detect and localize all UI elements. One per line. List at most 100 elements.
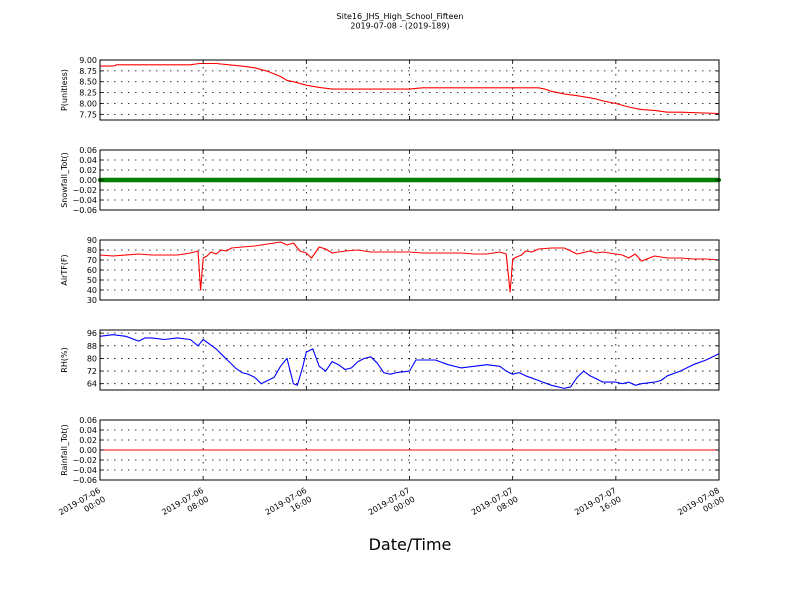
data-point [130,177,135,183]
data-point [584,177,589,183]
data-point [262,177,267,183]
data-point [546,177,551,183]
y-tick-label: 0.04 [79,426,97,435]
data-point [446,177,451,183]
data-point [684,177,689,183]
data-point [278,177,283,183]
data-point [265,177,270,183]
data-point [297,177,302,183]
data-point [355,177,361,183]
data-point [623,177,628,183]
data-point [146,177,151,183]
data-point [568,177,573,183]
data-point [175,177,180,183]
data-point [291,177,296,183]
data-point [362,177,367,183]
data-point [507,177,512,183]
x-axis-label: Date/Time [369,535,452,554]
data-point [674,177,680,183]
data-point [204,177,209,183]
data-point [639,177,644,183]
series-line [100,62,720,115]
y-tick-label: −0.06 [72,206,97,215]
y-tick-label: −0.02 [72,186,97,195]
data-point [178,177,183,183]
data-point [613,177,618,183]
data-point [181,177,186,183]
y-tick-label: 8.75 [79,67,97,76]
data-point [126,177,132,183]
data-point [197,177,203,183]
y-axis-label: Snowfall_Tot() [60,152,69,208]
y-tick-label: −0.04 [72,196,97,205]
y-tick-label: 88 [87,342,97,351]
data-point [413,177,419,183]
data-point [152,177,157,183]
data-point [529,177,535,183]
series-line [99,241,720,293]
data-point [188,177,193,183]
data-point [494,177,499,183]
y-tick-label: 96 [87,329,97,338]
data-point [117,177,122,183]
data-point [223,177,228,183]
y-tick-label: 0.04 [79,156,97,165]
y-tick-label: 0.00 [79,446,97,455]
data-point [252,177,257,183]
data-point [433,177,438,183]
y-tick-label: −0.06 [72,476,97,485]
y-tick-label: 8.00 [79,99,97,108]
data-point [691,177,696,183]
data-point [626,177,631,183]
data-point [491,177,496,183]
data-point [210,177,215,183]
data-point [239,177,244,183]
data-point [597,177,602,183]
y-tick-label: 8.50 [79,78,97,87]
data-point [155,177,161,183]
data-point [407,177,412,183]
data-point [600,177,606,183]
data-point [149,177,154,183]
subplot-5: 0.060.040.020.00−0.02−0.04−0.06Rainfall_… [60,416,720,485]
y-tick-label: 30 [87,296,97,305]
data-point [233,177,238,183]
data-point [704,177,709,183]
data-point [575,177,580,183]
y-tick-label: 40 [87,286,97,295]
data-point [384,177,390,183]
data-point [426,177,431,183]
data-point [310,177,315,183]
data-point [307,177,312,183]
data-point [616,177,622,183]
data-point [388,177,393,183]
data-point [655,177,660,183]
data-point [513,177,518,183]
data-point [301,177,306,183]
chart-subtitle: 2019-07-08 - (2019-189) [350,22,449,31]
data-point [436,177,441,183]
data-point [201,177,206,183]
data-point [429,177,435,183]
data-point [636,177,641,183]
data-point [123,177,128,183]
data-point [536,177,541,183]
data-point [184,177,190,183]
data-point [558,177,564,183]
data-point [207,177,212,183]
data-point [629,177,635,183]
data-point [410,177,415,183]
y-axis-label: Rainfall_Tot() [60,424,69,476]
data-point [671,177,676,183]
data-point [645,177,651,183]
data-point [378,177,383,183]
y-axis-label: RH(%) [60,347,69,372]
data-point [275,177,280,183]
data-point [542,177,548,183]
data-point [339,177,344,183]
